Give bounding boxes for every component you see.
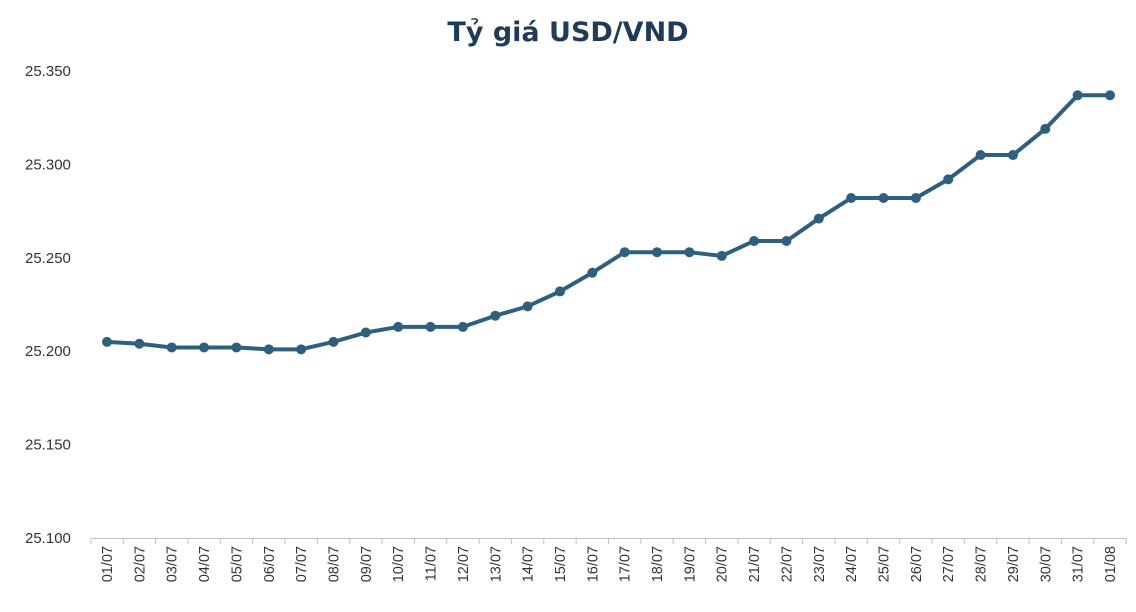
y-tick-label: 25.200 bbox=[25, 343, 71, 360]
data-point bbox=[813, 213, 824, 224]
x-tick-label: 08/07 bbox=[326, 546, 342, 582]
x-axis-tick-labels: 01/07 02/07 03/07 04/07 05/07 06/07 07/07 08/07… bbox=[100, 546, 1119, 582]
x-tick-label: 13/07 bbox=[488, 546, 504, 582]
x-tick-label: 17/07 bbox=[618, 546, 634, 582]
x-tick-label: 26/07 bbox=[909, 546, 925, 582]
data-point bbox=[1072, 90, 1083, 101]
y-tick-label: 25.350 bbox=[25, 63, 71, 80]
data-point bbox=[1040, 123, 1051, 134]
data-point bbox=[652, 247, 663, 258]
data-point bbox=[749, 235, 760, 246]
x-tick-label: 23/07 bbox=[812, 546, 828, 582]
x-tick-label: 04/07 bbox=[197, 546, 213, 582]
y-axis-tick-labels: 25.100 25.150 25.200 25.250 25.300 25.350 bbox=[25, 63, 71, 547]
x-tick-label: 20/07 bbox=[715, 546, 731, 582]
y-tick-label: 25.250 bbox=[25, 250, 71, 267]
data-point bbox=[554, 286, 565, 297]
y-tick-label: 25.300 bbox=[25, 156, 71, 173]
data-point bbox=[781, 235, 792, 246]
x-tick-label: 27/07 bbox=[941, 546, 957, 582]
y-tick-label: 25.100 bbox=[25, 530, 71, 547]
x-tick-label: 28/07 bbox=[974, 546, 990, 582]
data-point bbox=[684, 247, 695, 258]
series-points bbox=[102, 90, 1115, 355]
data-point bbox=[102, 336, 112, 347]
x-tick-label: 24/07 bbox=[844, 546, 860, 582]
x-tick-label: 01/07 bbox=[100, 546, 116, 582]
data-point bbox=[975, 150, 986, 161]
x-tick-label: 15/07 bbox=[553, 546, 569, 582]
x-tick-label: 16/07 bbox=[585, 546, 601, 582]
x-tick-label: 11/07 bbox=[424, 546, 440, 581]
data-point bbox=[425, 321, 436, 332]
x-axis-ticks bbox=[90, 538, 1127, 544]
x-tick-label: 14/07 bbox=[521, 546, 537, 582]
data-point bbox=[360, 327, 371, 338]
x-tick-label: 21/07 bbox=[747, 546, 763, 582]
data-point bbox=[1007, 150, 1018, 161]
data-point bbox=[587, 267, 598, 278]
x-tick-label: 12/07 bbox=[456, 546, 472, 582]
x-tick-label: 10/07 bbox=[391, 546, 407, 582]
chart-title: Tỷ giá USD/VND bbox=[447, 17, 688, 48]
x-tick-label: 03/07 bbox=[165, 546, 181, 582]
data-point bbox=[943, 174, 954, 185]
x-tick-label: 01/08 bbox=[1103, 546, 1119, 582]
data-point bbox=[296, 344, 307, 355]
x-tick-label: 19/07 bbox=[682, 546, 698, 582]
x-tick-label: 22/07 bbox=[779, 546, 795, 582]
x-tick-label: 31/07 bbox=[1071, 546, 1087, 582]
y-tick-label: 25.150 bbox=[25, 437, 71, 454]
data-point bbox=[457, 321, 468, 332]
data-point bbox=[231, 342, 242, 353]
x-tick-label: 25/07 bbox=[877, 546, 893, 582]
data-point bbox=[716, 250, 727, 261]
data-point bbox=[199, 342, 210, 353]
data-point bbox=[522, 301, 533, 312]
data-point bbox=[910, 193, 921, 204]
x-tick-label: 02/07 bbox=[132, 546, 148, 582]
data-point bbox=[166, 342, 177, 353]
data-point bbox=[846, 193, 857, 204]
x-tick-label: 18/07 bbox=[650, 546, 666, 582]
x-tick-label: 06/07 bbox=[262, 546, 278, 582]
x-tick-label: 09/07 bbox=[359, 546, 375, 582]
data-point bbox=[263, 344, 274, 355]
data-point bbox=[134, 338, 145, 349]
x-tick-label: 07/07 bbox=[294, 546, 310, 582]
data-point bbox=[619, 247, 630, 258]
data-point bbox=[393, 321, 404, 332]
x-tick-label: 05/07 bbox=[229, 546, 245, 582]
data-point bbox=[878, 193, 889, 204]
data-point bbox=[490, 310, 501, 321]
x-tick-label: 29/07 bbox=[1006, 546, 1022, 582]
data-point bbox=[328, 336, 339, 347]
x-tick-label: 30/07 bbox=[1038, 546, 1054, 582]
series-line bbox=[105, 93, 1112, 352]
data-point bbox=[1105, 90, 1115, 101]
